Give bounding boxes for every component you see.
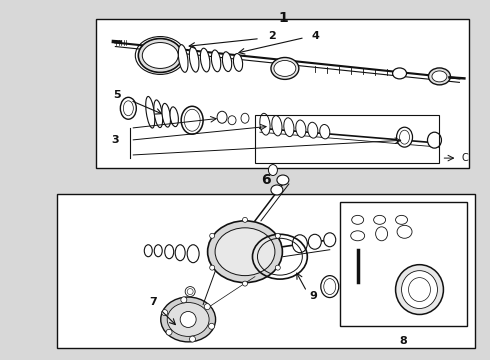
Circle shape bbox=[190, 336, 196, 342]
Bar bbox=[340, 202, 467, 327]
Ellipse shape bbox=[428, 68, 450, 85]
Circle shape bbox=[210, 233, 215, 238]
Ellipse shape bbox=[217, 111, 227, 123]
Ellipse shape bbox=[121, 97, 136, 119]
Ellipse shape bbox=[142, 42, 178, 68]
Bar bbox=[97, 19, 469, 168]
Circle shape bbox=[162, 310, 168, 316]
Ellipse shape bbox=[432, 71, 447, 82]
Text: 5: 5 bbox=[114, 90, 121, 100]
Circle shape bbox=[204, 304, 210, 310]
Ellipse shape bbox=[189, 46, 199, 72]
Ellipse shape bbox=[396, 127, 413, 147]
Ellipse shape bbox=[352, 215, 364, 224]
Ellipse shape bbox=[165, 245, 173, 259]
Circle shape bbox=[181, 297, 187, 303]
Ellipse shape bbox=[277, 175, 289, 185]
Ellipse shape bbox=[233, 54, 243, 71]
Ellipse shape bbox=[211, 50, 221, 72]
Ellipse shape bbox=[154, 245, 162, 257]
Ellipse shape bbox=[184, 109, 200, 131]
Bar bbox=[56, 194, 475, 348]
Ellipse shape bbox=[138, 39, 182, 72]
Circle shape bbox=[180, 311, 196, 328]
Ellipse shape bbox=[269, 165, 277, 176]
Ellipse shape bbox=[272, 116, 282, 136]
Text: 1: 1 bbox=[278, 11, 288, 24]
Text: 6: 6 bbox=[261, 173, 271, 187]
Ellipse shape bbox=[241, 113, 249, 123]
Ellipse shape bbox=[146, 96, 155, 128]
Ellipse shape bbox=[260, 113, 270, 135]
Ellipse shape bbox=[409, 278, 431, 302]
Ellipse shape bbox=[395, 265, 443, 315]
Text: C: C bbox=[462, 153, 468, 163]
Text: 4: 4 bbox=[312, 31, 319, 41]
Ellipse shape bbox=[392, 68, 407, 79]
Ellipse shape bbox=[187, 245, 199, 263]
Circle shape bbox=[275, 265, 280, 270]
Ellipse shape bbox=[123, 101, 133, 116]
Text: 3: 3 bbox=[112, 135, 119, 145]
Ellipse shape bbox=[175, 245, 185, 261]
Circle shape bbox=[166, 329, 172, 335]
Ellipse shape bbox=[215, 228, 275, 276]
Ellipse shape bbox=[321, 276, 339, 298]
Circle shape bbox=[187, 289, 193, 294]
Ellipse shape bbox=[351, 231, 365, 241]
Ellipse shape bbox=[222, 52, 232, 72]
Ellipse shape bbox=[181, 106, 203, 134]
Text: 9: 9 bbox=[310, 291, 318, 301]
Ellipse shape bbox=[308, 122, 318, 138]
Ellipse shape bbox=[200, 48, 210, 72]
Ellipse shape bbox=[274, 60, 296, 76]
Ellipse shape bbox=[324, 233, 336, 247]
Ellipse shape bbox=[170, 107, 178, 127]
Ellipse shape bbox=[308, 234, 321, 249]
Ellipse shape bbox=[162, 103, 171, 127]
Ellipse shape bbox=[376, 227, 388, 241]
Ellipse shape bbox=[401, 271, 438, 309]
Ellipse shape bbox=[284, 118, 294, 136]
Ellipse shape bbox=[320, 125, 330, 139]
Ellipse shape bbox=[374, 215, 386, 224]
Ellipse shape bbox=[154, 100, 163, 127]
Ellipse shape bbox=[161, 297, 216, 342]
Ellipse shape bbox=[397, 225, 412, 238]
Ellipse shape bbox=[399, 130, 410, 144]
Ellipse shape bbox=[167, 302, 209, 336]
Circle shape bbox=[243, 217, 247, 222]
Text: 8: 8 bbox=[400, 336, 407, 346]
Ellipse shape bbox=[144, 245, 152, 257]
Ellipse shape bbox=[296, 120, 306, 138]
Ellipse shape bbox=[271, 185, 283, 195]
Ellipse shape bbox=[271, 58, 299, 80]
Circle shape bbox=[210, 265, 215, 270]
Circle shape bbox=[209, 323, 215, 329]
Bar bbox=[255, 115, 440, 163]
Ellipse shape bbox=[395, 215, 408, 224]
Circle shape bbox=[275, 233, 280, 238]
Text: 7: 7 bbox=[149, 297, 157, 306]
Ellipse shape bbox=[178, 45, 188, 72]
Ellipse shape bbox=[208, 221, 282, 283]
Circle shape bbox=[243, 281, 247, 286]
Circle shape bbox=[185, 287, 195, 297]
Ellipse shape bbox=[324, 279, 336, 294]
Ellipse shape bbox=[293, 235, 307, 253]
Ellipse shape bbox=[228, 116, 236, 125]
Text: 2: 2 bbox=[268, 31, 276, 41]
Ellipse shape bbox=[427, 132, 441, 148]
